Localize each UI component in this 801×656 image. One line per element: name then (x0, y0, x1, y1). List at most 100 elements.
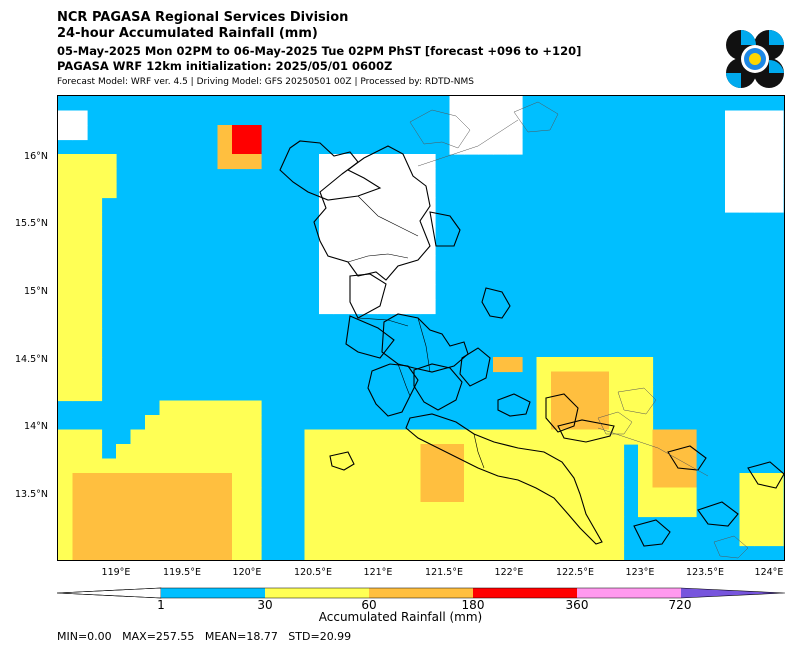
rainfall-cell (449, 444, 465, 460)
rainfall-cell (232, 531, 248, 547)
rainfall-cell (493, 125, 509, 141)
rainfall-cell (565, 531, 581, 547)
rainfall-cell (493, 487, 509, 503)
rainfall-cell (362, 226, 378, 242)
rainfall-cell (420, 212, 436, 228)
rainfall-cell (565, 487, 581, 503)
rainfall-cell (72, 444, 88, 460)
rainfall-cell (72, 458, 88, 474)
rainfall-cell (391, 241, 407, 257)
rainfall-cell (232, 487, 248, 503)
rainfall-cell (580, 502, 596, 518)
rainfall-cell (478, 545, 494, 560)
rainfall-cell (391, 183, 407, 199)
rainfall-cell (58, 110, 74, 126)
rainfall-cell (768, 110, 784, 126)
rainfall-cell (348, 241, 364, 257)
rainfall-cell (377, 284, 393, 300)
rainfall-cell (406, 284, 422, 300)
rainfall-cell (522, 502, 538, 518)
rainfall-cell (449, 531, 465, 547)
rainfall-cell (580, 458, 596, 474)
rainfall-cell (565, 429, 581, 445)
rainfall-cell (594, 357, 610, 373)
rainfall-cell (348, 226, 364, 242)
rainfall-cell (58, 168, 74, 184)
rainfall-cell (638, 487, 654, 503)
rainfall-cell (58, 284, 74, 300)
rainfall-cell (638, 371, 654, 387)
rainfall-cell (72, 313, 88, 329)
rainfall-cell (478, 473, 494, 489)
rainfall-cell (319, 545, 335, 560)
rainfall-cell (754, 197, 770, 213)
rainfall-cell (333, 545, 349, 560)
rainfall-cell (304, 545, 320, 560)
rainfall-cell (391, 487, 407, 503)
rainfall-cell (217, 458, 233, 474)
rainfall-cell (188, 473, 204, 489)
rainfall-cell (72, 154, 88, 170)
rainfall-cell (116, 487, 132, 503)
rainfall-cell (145, 444, 161, 460)
rainfall-cell (565, 386, 581, 402)
rainfall-cell (493, 545, 509, 560)
rainfall-cell (623, 429, 639, 445)
rainfall-cell (493, 531, 509, 547)
rainfall-cell (362, 516, 378, 532)
rainfall-cell (319, 154, 335, 170)
rainfall-cell (768, 502, 784, 518)
rainfall-cell (333, 226, 349, 242)
rainfall-cell (565, 516, 581, 532)
lat-label: 15.5°N (14, 218, 48, 229)
rainfall-cell (478, 125, 494, 141)
rainfall-cell (406, 531, 422, 547)
lon-label: 119.5°E (163, 567, 201, 578)
rainfall-cell (493, 444, 509, 460)
rainfall-cell (319, 226, 335, 242)
rainfall-cell (87, 487, 103, 503)
rainfall-cell (551, 545, 567, 560)
rainfall-cell (725, 154, 741, 170)
rainfall-cell (333, 444, 349, 460)
rainfall-cell (420, 270, 436, 286)
rainfall-cell (232, 125, 248, 141)
rainfall-cell (246, 444, 262, 460)
rainfall-cell (507, 502, 523, 518)
rainfall-cell (551, 444, 567, 460)
rainfall-cell (565, 473, 581, 489)
rainfall-cell (594, 458, 610, 474)
province-borders (347, 195, 485, 469)
rainfall-cell (623, 371, 639, 387)
rainfall-cell (304, 516, 320, 532)
rainfall-cell (188, 502, 204, 518)
rainfall-cell (362, 487, 378, 503)
rainfall-cell (333, 212, 349, 228)
rainfall-cell (464, 502, 480, 518)
rainfall-cell (72, 371, 88, 387)
product-title: 24-hour Accumulated Rainfall (mm) (57, 26, 318, 41)
rainfall-cell (203, 502, 219, 518)
rainfall-cell (319, 299, 335, 315)
rainfall-cell (739, 473, 755, 489)
rainfall-cell (391, 473, 407, 489)
rainfall-cell (174, 400, 190, 416)
rainfall-cell (348, 516, 364, 532)
rainfall-cell (116, 458, 132, 474)
rainfall-cell (145, 516, 161, 532)
rainfall-cell (362, 284, 378, 300)
rainfall-cell (391, 255, 407, 271)
rainfall-cell (391, 197, 407, 213)
rainfall-cell (420, 473, 436, 489)
rainfall-cell (754, 502, 770, 518)
rainfall-cell (348, 458, 364, 474)
rainfall-cell (638, 386, 654, 402)
rainfall-cell (348, 502, 364, 518)
rainfall-cell (101, 516, 117, 532)
rainfall-cell (159, 502, 175, 518)
rainfall-cell (536, 502, 552, 518)
rainfall-cell (217, 444, 233, 460)
rainfall-cell (493, 458, 509, 474)
rainfall-cell (333, 197, 349, 213)
colorbar-tick: 30 (257, 598, 273, 612)
